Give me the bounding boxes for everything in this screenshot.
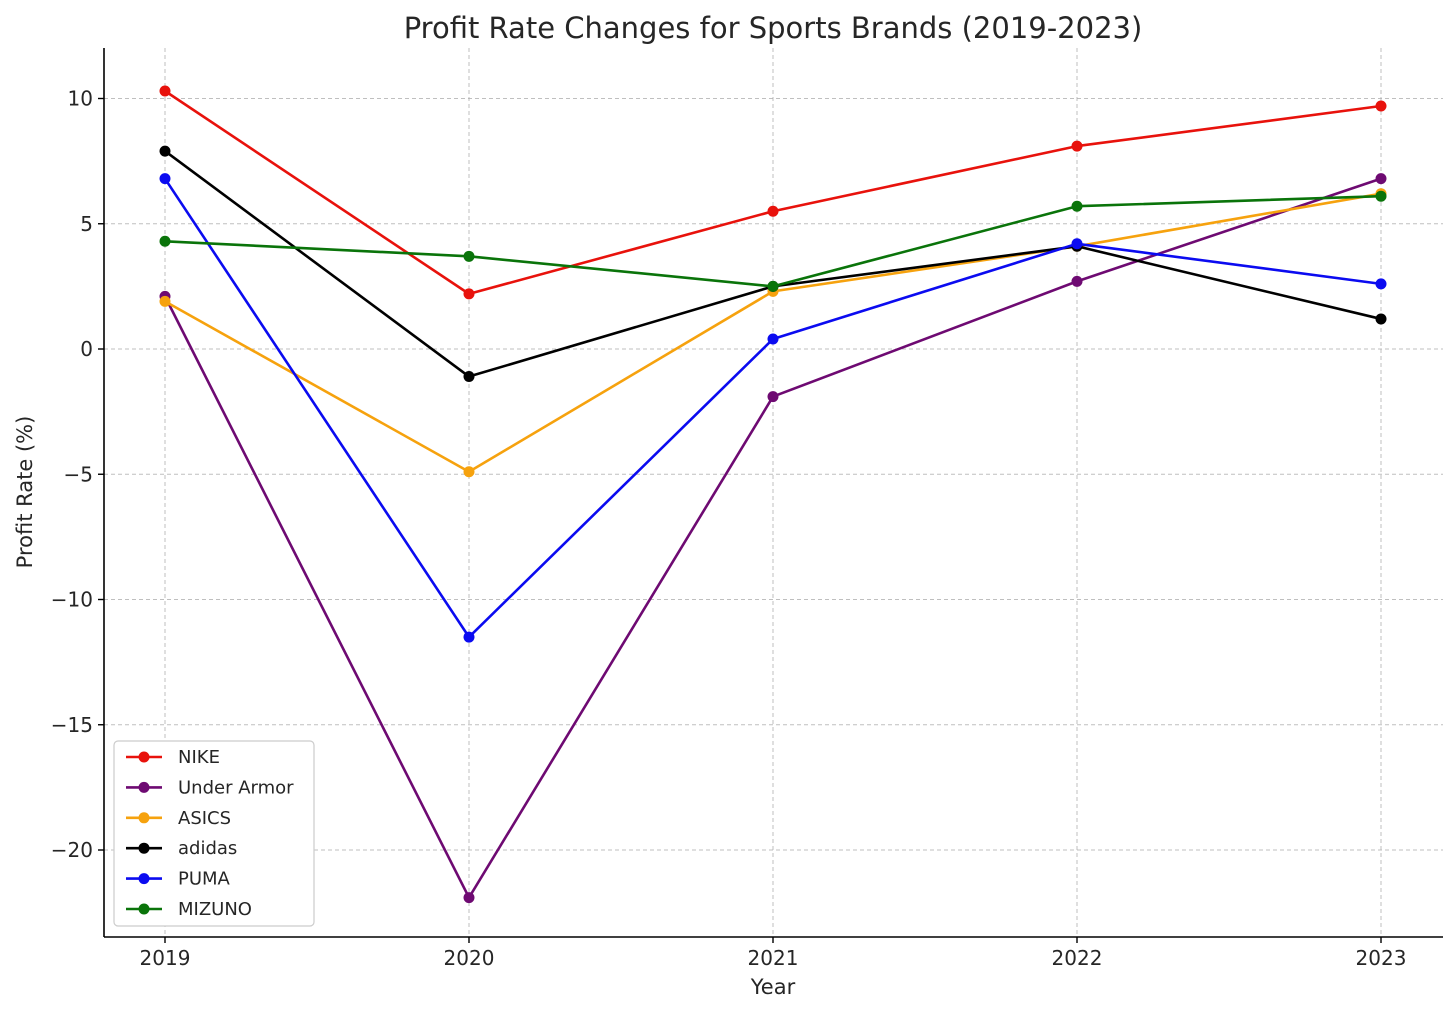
data-point-nike: [1071, 140, 1083, 152]
legend-item-mizuno: MIZUNO: [126, 899, 252, 920]
legend-item-adidas: adidas: [126, 838, 237, 859]
series-layer: [159, 85, 1387, 904]
legend-swatch-marker: [138, 812, 150, 824]
chart-title: Profit Rate Changes for Sports Brands (2…: [404, 11, 1143, 45]
data-point-adidas: [1375, 313, 1387, 325]
legend-label: Under Armor: [178, 777, 294, 798]
data-point-adidas: [463, 371, 475, 383]
y-tick-label: 10: [68, 87, 93, 111]
legend-label: ASICS: [178, 808, 231, 829]
series-mizuno: [159, 190, 1387, 292]
data-point-mizuno: [767, 280, 779, 292]
y-tick-label: −20: [51, 838, 93, 862]
data-point-under-armor: [767, 391, 779, 403]
x-tick-label: 2020: [444, 946, 495, 970]
legend-swatch-marker: [138, 903, 150, 915]
data-point-adidas: [159, 145, 171, 157]
data-point-puma: [1375, 278, 1387, 290]
x-tick-label: 2021: [748, 946, 799, 970]
y-tick-label: 5: [80, 212, 93, 236]
data-point-puma: [159, 173, 171, 185]
y-tick-label: −10: [51, 588, 93, 612]
legend-swatch-marker: [138, 873, 150, 885]
data-point-nike: [767, 205, 779, 217]
data-point-asics: [159, 295, 171, 307]
legend-item-asics: ASICS: [126, 808, 231, 829]
x-tick-label: 2022: [1052, 946, 1103, 970]
legend-label: adidas: [178, 838, 237, 859]
legend-label: NIKE: [178, 747, 220, 768]
legend-item-puma: PUMA: [126, 869, 231, 890]
legend-swatch-marker: [138, 781, 150, 793]
y-axis-label: Profit Rate (%): [13, 416, 37, 569]
legend-label: MIZUNO: [178, 899, 252, 920]
y-tick-label: −15: [51, 713, 93, 737]
series-puma: [159, 173, 1387, 643]
data-point-nike: [463, 288, 475, 300]
y-tick-label: −5: [64, 462, 93, 486]
data-point-mizuno: [159, 235, 171, 247]
legend-swatch-marker: [138, 751, 150, 763]
legend-box: [113, 740, 315, 927]
data-point-puma: [463, 631, 475, 643]
legend-item-nike: NIKE: [126, 747, 220, 768]
data-point-puma: [1071, 238, 1083, 250]
data-point-nike: [1375, 100, 1387, 112]
grid-layer: [104, 48, 1443, 937]
series-line-asics: [164, 192, 1382, 474]
data-point-under-armor: [1071, 275, 1083, 287]
legend-swatch-marker: [138, 842, 150, 854]
legend: NIKE Under Armor ASICS adidas PUMA MIZUNO: [113, 740, 315, 927]
data-point-mizuno: [1375, 190, 1387, 202]
legend-label: PUMA: [178, 869, 231, 890]
y-tick-label: 0: [80, 337, 93, 361]
legend-item-under-armor: Under Armor: [126, 777, 294, 798]
data-point-under-armor: [1375, 173, 1387, 185]
data-point-mizuno: [1071, 200, 1083, 212]
data-point-asics: [463, 466, 475, 478]
data-point-mizuno: [463, 250, 475, 262]
data-point-under-armor: [463, 892, 475, 904]
x-tick-label: 2023: [1356, 946, 1407, 970]
ticks-layer: 2019 2020 2021 2022 2023 10 5 0 −5 −10 −15 −20: [51, 87, 1407, 971]
data-point-puma: [767, 333, 779, 345]
x-tick-label: 2019: [140, 946, 191, 970]
x-axis-label: Year: [750, 975, 796, 999]
series-nike: [159, 85, 1387, 300]
data-point-nike: [159, 85, 171, 97]
